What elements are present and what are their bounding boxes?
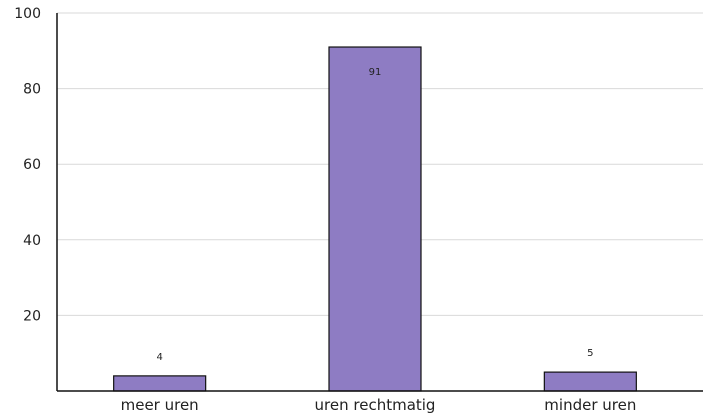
bars [113, 46, 637, 392]
data-label: 4 [156, 352, 162, 363]
y-tick-label: 100 [14, 6, 41, 22]
data-labels: 4 91 5 [156, 67, 593, 363]
data-label: 5 [587, 348, 593, 359]
category-label: meer uren [121, 396, 199, 414]
category-label: uren rechtmatig [315, 396, 436, 414]
y-tick-label: 80 [23, 82, 41, 98]
bar-minder-uren [543, 371, 637, 392]
y-tick-label: 40 [23, 233, 41, 249]
y-tick-label: 60 [23, 157, 41, 173]
category-label: minder uren [544, 396, 636, 414]
data-label: 91 [369, 67, 382, 78]
axes [56, 13, 703, 392]
y-tick-label: 20 [23, 308, 41, 324]
bar-uren-rechtmatig [328, 46, 422, 392]
y-tick-labels: 20 40 60 80 100 [14, 6, 41, 324]
bar-meer-uren [113, 375, 207, 392]
category-labels: meer uren uren rechtmatig minder uren [121, 396, 637, 414]
